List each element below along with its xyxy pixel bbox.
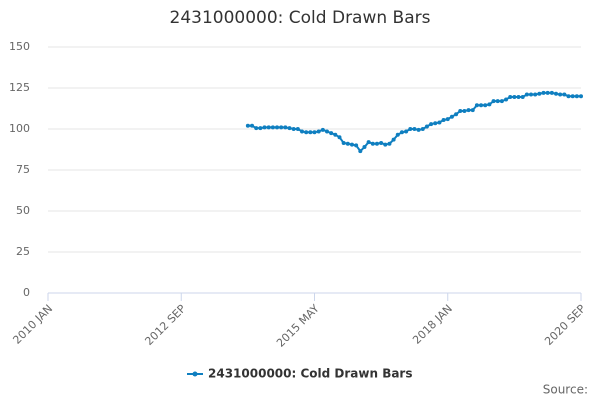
x-tick-label: 2010 JAN <box>10 302 55 347</box>
point <box>529 92 534 97</box>
legend-marker <box>192 371 198 377</box>
point <box>270 125 275 130</box>
point <box>387 141 392 146</box>
point <box>566 94 571 99</box>
point <box>449 114 454 119</box>
point <box>554 91 559 96</box>
point <box>341 140 346 145</box>
point <box>262 125 267 130</box>
point <box>545 90 550 95</box>
point <box>433 121 438 126</box>
y-tick-label: 0 <box>23 286 30 299</box>
line <box>247 91 581 153</box>
y-tick-label: 50 <box>16 204 30 217</box>
point <box>250 123 255 128</box>
point <box>466 108 471 113</box>
y-tick-label: 25 <box>16 245 30 258</box>
point <box>579 94 583 99</box>
y-tick-label: 125 <box>9 81 30 94</box>
point <box>312 130 317 135</box>
point <box>374 141 379 146</box>
y-tick-label: 75 <box>16 163 30 176</box>
point <box>258 126 263 131</box>
point <box>354 143 359 148</box>
point <box>383 142 388 147</box>
point <box>508 95 513 100</box>
point <box>516 95 521 100</box>
point <box>349 142 354 147</box>
point <box>283 125 288 130</box>
point <box>574 94 579 99</box>
point <box>499 99 504 104</box>
point <box>445 117 450 122</box>
point <box>291 127 296 131</box>
point <box>570 94 575 99</box>
point <box>379 140 384 145</box>
point <box>358 149 363 154</box>
point <box>474 103 479 108</box>
point <box>495 99 500 104</box>
point <box>316 129 321 134</box>
point <box>537 91 542 96</box>
y-tick-label: 150 <box>9 40 30 53</box>
point <box>287 126 292 131</box>
point <box>420 127 425 131</box>
point <box>491 99 496 104</box>
point <box>300 129 305 134</box>
point <box>504 97 509 102</box>
x-tick-label: 2018 JAN <box>410 302 455 347</box>
point <box>391 137 396 142</box>
point <box>549 90 554 95</box>
point <box>324 129 329 134</box>
point <box>483 103 488 108</box>
y-tick-label: 100 <box>9 122 30 135</box>
point <box>429 122 434 127</box>
point <box>524 92 529 97</box>
x-tick-label: 2012 SEP <box>142 302 188 348</box>
point <box>370 141 375 146</box>
point <box>533 92 538 97</box>
point <box>308 130 313 135</box>
point <box>479 103 484 108</box>
point <box>345 141 350 146</box>
point <box>424 124 429 129</box>
point <box>470 108 475 113</box>
point <box>541 90 546 95</box>
point <box>441 117 446 122</box>
point <box>462 108 467 113</box>
point <box>416 127 421 132</box>
x-tick-label: 2015 MAY <box>274 302 322 350</box>
point <box>404 129 409 134</box>
point <box>333 132 338 137</box>
point <box>395 132 400 137</box>
point <box>254 126 259 131</box>
point <box>304 130 309 135</box>
x-tick-label: 2020 SEP <box>542 302 588 348</box>
point <box>337 135 342 140</box>
point <box>399 130 404 135</box>
point <box>362 145 367 150</box>
point <box>412 127 417 131</box>
source: Source: <box>543 383 588 397</box>
point <box>437 120 442 125</box>
point <box>329 131 334 136</box>
point <box>275 125 280 130</box>
point <box>454 112 459 117</box>
point <box>279 125 284 130</box>
point <box>295 127 300 131</box>
point <box>366 140 371 145</box>
point <box>520 95 525 100</box>
point <box>408 127 413 131</box>
point <box>487 102 492 107</box>
point <box>245 123 250 128</box>
point <box>320 127 325 132</box>
point <box>558 92 563 97</box>
chart-title: 2431000000: Cold Drawn Bars <box>170 8 431 28</box>
point <box>458 108 463 113</box>
point <box>512 95 517 100</box>
point <box>266 125 271 130</box>
point <box>562 92 567 97</box>
legend-label: 2431000000: Cold Drawn Bars <box>208 367 413 381</box>
